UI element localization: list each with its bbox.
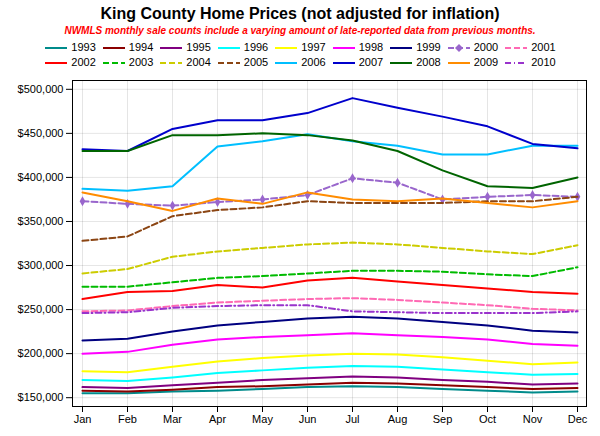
html-text:2008: 2008 bbox=[416, 56, 441, 68]
svg-text:$250,000: $250,000 bbox=[18, 303, 64, 315]
svg-text:$450,000: $450,000 bbox=[18, 127, 64, 139]
html-text:King County Home Prices (not a: King County Home Prices (not adjusted fo… bbox=[100, 5, 500, 22]
html-text:2009: 2009 bbox=[473, 56, 499, 68]
svg-text:$150,000: $150,000 bbox=[18, 391, 64, 403]
html-text:1995: 1995 bbox=[186, 41, 211, 53]
svg-text:$350,000: $350,000 bbox=[18, 215, 64, 227]
svg-text:Jan: Jan bbox=[74, 413, 92, 425]
html-text:2010: 2010 bbox=[531, 56, 556, 68]
html-text:2001: 2001 bbox=[531, 41, 556, 53]
html-text:2007: 2007 bbox=[358, 56, 384, 68]
svg-text:Nov: Nov bbox=[523, 413, 543, 425]
svg-text:Apr: Apr bbox=[209, 413, 226, 425]
svg-text:Sep: Sep bbox=[433, 413, 453, 425]
svg-text:Jun: Jun bbox=[299, 413, 317, 425]
html-text:1996: 1996 bbox=[243, 41, 269, 53]
svg-text:$300,000: $300,000 bbox=[18, 259, 64, 271]
svg-text:Feb: Feb bbox=[118, 413, 137, 425]
svg-text:$200,000: $200,000 bbox=[18, 347, 64, 359]
html-text:2005: 2005 bbox=[243, 56, 269, 68]
html-text:2003: 2003 bbox=[128, 56, 154, 68]
svg-text:$400,000: $400,000 bbox=[18, 171, 64, 183]
svg-text:Aug: Aug bbox=[388, 413, 408, 425]
html-text:2006: 2006 bbox=[301, 56, 326, 68]
svg-text:Mar: Mar bbox=[163, 413, 182, 425]
svg-text:Dec: Dec bbox=[568, 413, 588, 425]
svg-text:May: May bbox=[252, 413, 273, 425]
svg-text:Oct: Oct bbox=[479, 413, 496, 425]
html-text:1994: 1994 bbox=[128, 41, 154, 53]
html-text:NWMLS monthly sale counts incl: NWMLS monthly sale counts include a vary… bbox=[64, 25, 536, 36]
html-text:2002: 2002 bbox=[71, 56, 96, 68]
html-text:1993: 1993 bbox=[71, 41, 96, 53]
html-text:1997: 1997 bbox=[301, 41, 326, 53]
html-text:2000: 2000 bbox=[473, 41, 499, 53]
html-text:1999: 1999 bbox=[416, 41, 441, 53]
html-text:1998: 1998 bbox=[358, 41, 384, 53]
svg-text:$500,000: $500,000 bbox=[18, 83, 64, 95]
svg-text:Jul: Jul bbox=[345, 413, 359, 425]
html-text:2004: 2004 bbox=[186, 56, 211, 68]
